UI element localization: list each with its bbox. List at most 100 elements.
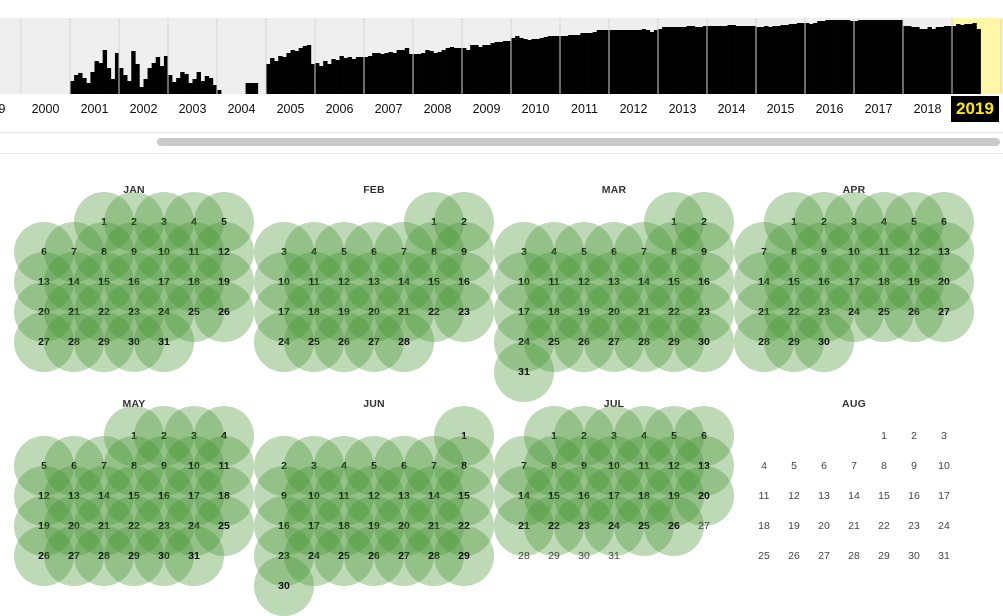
day-apr-6[interactable]: 6 bbox=[941, 216, 947, 228]
capture-bar[interactable] bbox=[106, 68, 112, 94]
capture-bar[interactable] bbox=[690, 26, 696, 94]
day-jan-18[interactable]: 18 bbox=[188, 276, 200, 288]
capture-bar[interactable] bbox=[670, 27, 675, 94]
capture-bar[interactable] bbox=[702, 26, 708, 94]
day-jan-14[interactable]: 14 bbox=[68, 276, 80, 288]
day-apr-28[interactable]: 28 bbox=[758, 336, 770, 348]
capture-bar[interactable] bbox=[392, 53, 397, 94]
day-jan-1[interactable]: 1 bbox=[101, 216, 107, 228]
day-feb-24[interactable]: 24 bbox=[278, 336, 290, 348]
capture-bar[interactable] bbox=[90, 72, 95, 94]
capture-bar[interactable] bbox=[731, 25, 736, 94]
day-apr-19[interactable]: 19 bbox=[908, 276, 920, 288]
capture-bar[interactable] bbox=[86, 83, 91, 94]
day-jun-18[interactable]: 18 bbox=[338, 520, 350, 532]
capture-bar[interactable] bbox=[535, 39, 540, 94]
capture-bar[interactable] bbox=[849, 21, 855, 94]
capture-bar[interactable] bbox=[335, 60, 340, 94]
capture-bar[interactable] bbox=[555, 36, 561, 94]
capture-bar[interactable] bbox=[176, 78, 181, 94]
day-jun-8[interactable]: 8 bbox=[461, 460, 467, 472]
year-label[interactable]: 2009 bbox=[472, 102, 501, 116]
year-label[interactable]: 2006 bbox=[325, 102, 354, 116]
day-feb-11[interactable]: 11 bbox=[308, 276, 320, 288]
timeline-scrollbar[interactable] bbox=[0, 132, 1003, 154]
capture-bar[interactable] bbox=[943, 26, 949, 94]
day-jul-18[interactable]: 18 bbox=[638, 490, 650, 502]
day-mar-1[interactable]: 1 bbox=[671, 216, 677, 228]
year-label[interactable]: 2002 bbox=[129, 102, 158, 116]
day-apr-30[interactable]: 30 bbox=[818, 336, 830, 348]
day-feb-27[interactable]: 27 bbox=[368, 336, 380, 348]
capture-bar[interactable] bbox=[368, 56, 373, 94]
year-label[interactable]: 2016 bbox=[815, 102, 844, 116]
capture-bar[interactable] bbox=[821, 21, 826, 94]
day-feb-20[interactable]: 20 bbox=[368, 306, 380, 318]
day-mar-14[interactable]: 14 bbox=[638, 276, 650, 288]
day-may-30[interactable]: 30 bbox=[158, 550, 170, 562]
capture-bar[interactable] bbox=[911, 27, 916, 94]
day-may-4[interactable]: 4 bbox=[221, 430, 227, 442]
day-jan-26[interactable]: 26 bbox=[218, 306, 230, 318]
year-label[interactable]: 2000 bbox=[31, 102, 60, 116]
day-jun-26[interactable]: 26 bbox=[368, 550, 380, 562]
day-jul-21[interactable]: 21 bbox=[518, 520, 530, 532]
capture-bar[interactable] bbox=[249, 83, 255, 94]
capture-bar[interactable] bbox=[596, 30, 602, 94]
day-may-10[interactable]: 10 bbox=[188, 460, 200, 472]
capture-bar[interactable] bbox=[625, 30, 630, 94]
day-feb-14[interactable]: 14 bbox=[398, 276, 410, 288]
day-jul-8[interactable]: 8 bbox=[551, 460, 557, 472]
capture-bar[interactable] bbox=[364, 57, 369, 94]
capture-bar[interactable] bbox=[298, 48, 304, 94]
year-label[interactable]: 2014 bbox=[717, 102, 746, 116]
capture-bar[interactable] bbox=[560, 36, 565, 94]
day-mar-16[interactable]: 16 bbox=[698, 276, 710, 288]
year-label[interactable]: 2015 bbox=[766, 102, 795, 116]
day-jan-4[interactable]: 4 bbox=[191, 216, 197, 228]
day-jan-28[interactable]: 28 bbox=[68, 336, 80, 348]
capture-bar[interactable] bbox=[413, 54, 418, 94]
capture-bar[interactable] bbox=[114, 53, 120, 94]
capture-bar[interactable] bbox=[294, 51, 299, 94]
capture-bar[interactable] bbox=[102, 50, 108, 94]
day-may-23[interactable]: 23 bbox=[158, 520, 170, 532]
capture-bar[interactable] bbox=[212, 85, 218, 94]
day-apr-29[interactable]: 29 bbox=[788, 336, 800, 348]
capture-bar[interactable] bbox=[633, 30, 638, 94]
capture-bar[interactable] bbox=[772, 26, 777, 94]
capture-bar[interactable] bbox=[923, 29, 928, 94]
day-apr-16[interactable]: 16 bbox=[818, 276, 830, 288]
capture-bar[interactable] bbox=[494, 42, 500, 94]
day-feb-23[interactable]: 23 bbox=[458, 306, 470, 318]
day-apr-15[interactable]: 15 bbox=[788, 276, 800, 288]
day-may-12[interactable]: 12 bbox=[38, 490, 50, 502]
scrollbar-thumb[interactable] bbox=[157, 138, 1000, 146]
day-mar-25[interactable]: 25 bbox=[548, 336, 560, 348]
capture-bar[interactable] bbox=[331, 59, 336, 94]
capture-bar[interactable] bbox=[833, 20, 838, 94]
capture-bar[interactable] bbox=[290, 50, 295, 94]
day-jan-31[interactable]: 31 bbox=[158, 336, 170, 348]
day-jan-25[interactable]: 25 bbox=[188, 306, 200, 318]
day-mar-18[interactable]: 18 bbox=[548, 306, 560, 318]
day-jun-3[interactable]: 3 bbox=[311, 460, 317, 472]
day-jan-15[interactable]: 15 bbox=[98, 276, 110, 288]
day-jul-23[interactable]: 23 bbox=[578, 520, 590, 532]
capture-bar[interactable] bbox=[319, 66, 324, 94]
day-mar-8[interactable]: 8 bbox=[671, 246, 677, 258]
capture-bar[interactable] bbox=[204, 76, 210, 94]
capture-bar[interactable] bbox=[539, 38, 544, 94]
capture-bar[interactable] bbox=[306, 45, 312, 94]
day-jul-14[interactable]: 14 bbox=[518, 490, 530, 502]
day-jan-22[interactable]: 22 bbox=[98, 306, 110, 318]
capture-bar[interactable] bbox=[788, 24, 794, 94]
capture-bar[interactable] bbox=[380, 54, 385, 94]
day-mar-4[interactable]: 4 bbox=[551, 246, 557, 258]
capture-bar[interactable] bbox=[952, 26, 957, 94]
capture-bar[interactable] bbox=[310, 64, 316, 94]
capture-bar[interactable] bbox=[805, 23, 810, 94]
capture-bar[interactable] bbox=[282, 57, 287, 94]
capture-bar[interactable] bbox=[417, 54, 422, 94]
capture-bar[interactable] bbox=[110, 79, 116, 94]
